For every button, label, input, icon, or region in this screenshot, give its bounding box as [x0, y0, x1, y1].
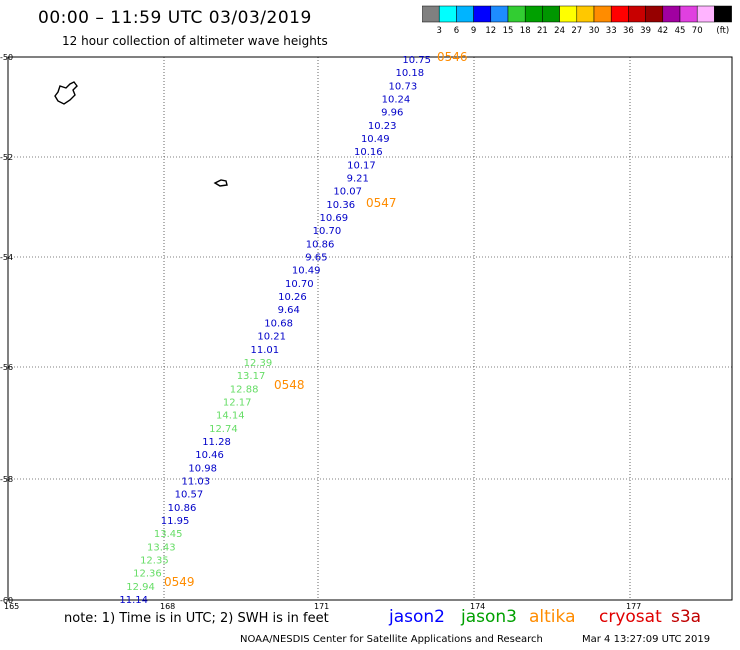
wave-height-obs: 10.07	[333, 187, 362, 198]
wave-height-obs: 10.16	[354, 147, 383, 158]
wave-height-obs: 12.35	[140, 555, 169, 566]
pass-time-label: 0547	[366, 196, 397, 210]
sat-jason2: jason2	[389, 607, 445, 627]
latitude-label: -52	[0, 153, 13, 162]
wave-height-obs: 11.01	[251, 345, 280, 356]
wave-height-obs: 12.74	[209, 424, 238, 435]
scale-label: 27	[571, 26, 582, 36]
scale-label: 70	[692, 26, 703, 36]
wave-height-obs: 11.28	[202, 437, 231, 448]
wave-height-obs: 12.94	[126, 582, 155, 593]
campbell-island-coastline	[213, 179, 228, 187]
wave-height-obs: 10.98	[188, 463, 217, 474]
color-scale: 3 6 9 12 15 18 21 24 27 30 33 36 39 42 45 70 (ft)	[422, 5, 732, 36]
wave-height-obs: 10.86	[168, 503, 197, 514]
wave-height-obs: 12.39	[244, 358, 273, 369]
generated-timestamp: Mar 4 13:27:09 UTC 2019	[582, 634, 711, 645]
credit-line: NOAA/NESDIS Center for Satellite Applica…	[240, 634, 543, 645]
wave-height-obs: 10.24	[382, 95, 411, 106]
scale-label: 12	[485, 26, 496, 36]
footer-note: note: 1) Time is in UTC; 2) SWH is in fe…	[64, 611, 329, 626]
pass-time-label: 0548	[274, 378, 305, 392]
wave-height-obs: 10.36	[326, 200, 355, 211]
scale-label: 42	[657, 26, 668, 36]
wave-height-obs: 9.64	[278, 305, 300, 316]
latitude-label: -50	[0, 53, 13, 62]
scale-label: 18	[520, 26, 531, 36]
wave-height-obs: 10.68	[264, 318, 293, 329]
wave-height-obs: 10.73	[389, 81, 418, 92]
scale-label: 6	[454, 26, 459, 36]
latitude-label: -56	[0, 363, 13, 372]
wave-height-obs: 9.96	[381, 108, 403, 119]
wave-height-obs: 11.03	[181, 476, 210, 487]
wave-height-obs: 10.57	[175, 490, 204, 501]
scale-label: 9	[471, 26, 476, 36]
map-title: 00:00 – 11:59 UTC 03/03/2019	[38, 8, 312, 28]
pass-time-label: 0549	[164, 575, 195, 589]
wave-height-obs: 12.36	[133, 569, 162, 580]
wave-height-obs: 12.88	[230, 384, 259, 395]
longitude-label: 171	[314, 602, 329, 610]
latitude-label: -60	[0, 596, 13, 605]
wave-height-obs: 10.18	[395, 68, 424, 79]
scale-label: 24	[554, 26, 565, 36]
scale-label: 30	[589, 26, 600, 36]
wave-height-obs: 11.95	[161, 516, 190, 527]
map-subtitle: 12 hour collection of altimeter wave hei…	[62, 34, 328, 48]
wave-height-obs: 12.17	[223, 397, 252, 408]
latitude-label: -58	[0, 475, 13, 484]
wave-height-obs: 13.45	[154, 529, 183, 540]
sat-altika: altika	[529, 607, 576, 627]
wave-height-obs: 10.70	[285, 279, 314, 290]
longitude-label: 168	[160, 602, 175, 610]
scale-label: 45	[675, 26, 686, 36]
map-frame	[7, 56, 733, 601]
wave-height-obs: 13.43	[147, 542, 176, 553]
scale-label: 21	[537, 26, 548, 36]
wave-height-obs: 10.17	[347, 160, 376, 171]
auckland-islands-coastline	[54, 81, 78, 105]
pass-time-label: 0546	[437, 50, 468, 64]
longitude-label: 177	[626, 602, 641, 610]
wave-height-obs: 14.14	[216, 411, 245, 422]
wave-height-obs: 10.46	[195, 450, 224, 461]
sat-cryosat: cryosat	[599, 607, 662, 627]
scale-label: 39	[640, 26, 651, 36]
wave-height-obs: 10.75	[402, 55, 431, 66]
wave-height-obs: 10.23	[368, 121, 397, 132]
wave-height-obs: 9.65	[305, 253, 327, 264]
scale-label: 36	[623, 26, 634, 36]
scale-label: 33	[606, 26, 617, 36]
wave-height-obs: 10.49	[361, 134, 390, 145]
latitude-label: -54	[0, 253, 13, 262]
longitude-label: 165	[4, 602, 19, 610]
wave-height-obs: 10.70	[313, 226, 342, 237]
wave-height-obs: 9.21	[347, 174, 369, 185]
sat-jason3: jason3	[461, 607, 517, 627]
scale-label: 3	[436, 26, 441, 36]
wave-height-obs: 13.17	[237, 371, 266, 382]
wave-height-obs: 11.14	[119, 595, 148, 606]
scale-unit: (ft)	[716, 26, 729, 36]
scale-swatch	[714, 5, 732, 23]
wave-height-obs: 10.26	[278, 292, 307, 303]
wave-height-obs: 10.49	[292, 266, 321, 277]
longitude-label: 174	[470, 602, 485, 610]
wave-height-obs: 10.86	[306, 239, 335, 250]
sat-s3a: s3a	[671, 607, 702, 627]
scale-label: 15	[503, 26, 514, 36]
wave-height-obs: 10.21	[257, 332, 286, 343]
wave-height-obs: 10.69	[320, 213, 349, 224]
